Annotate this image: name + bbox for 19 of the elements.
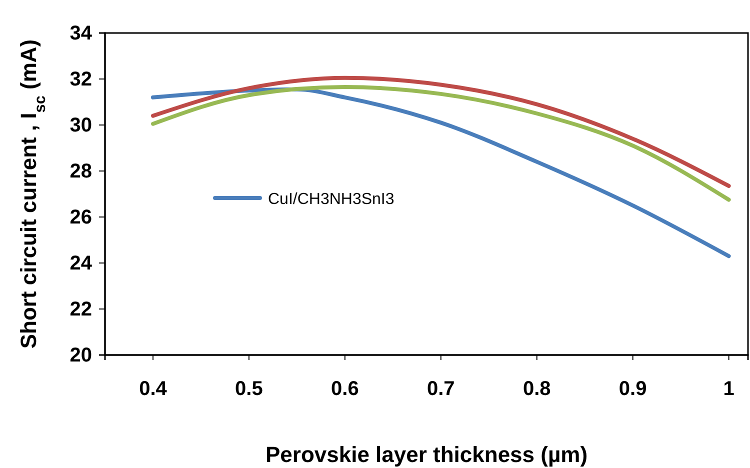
x-tick-label: 0.7 [426, 378, 455, 400]
x-tick-label: 0.8 [522, 378, 551, 400]
y-tick-label: 32 [70, 68, 92, 90]
legend-label: CuI/CH3NH3SnI3 [268, 191, 394, 208]
x-axis-title: Perovskie layer thickness (µm) [265, 442, 588, 467]
x-tick-label: 0.9 [618, 378, 647, 400]
y-tick-label: 30 [70, 114, 92, 136]
y-tick-label: 22 [70, 298, 92, 320]
y-tick-label: 26 [70, 206, 92, 228]
y-tick-label: 24 [70, 252, 93, 274]
y-tick-label: 28 [70, 160, 92, 182]
x-tick-label: 1 [723, 378, 734, 400]
line-series [150, 76, 731, 188]
line-series [150, 87, 731, 258]
x-tick-label: 0.4 [139, 378, 168, 400]
y-tick-label: 34 [70, 22, 93, 44]
x-tick-label: 0.6 [331, 378, 359, 400]
y-tick-label: 20 [70, 344, 92, 366]
x-tick-label: 0.5 [235, 378, 263, 400]
